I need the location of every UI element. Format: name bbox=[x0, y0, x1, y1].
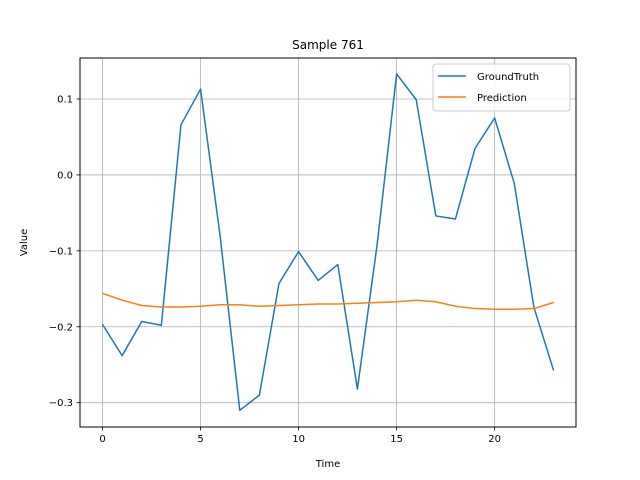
x-tick-label: 20 bbox=[488, 434, 501, 445]
prediction-point bbox=[513, 308, 515, 310]
chart-title: Sample 761 bbox=[292, 38, 364, 52]
y-tick-label: −0.1 bbox=[49, 246, 73, 257]
groundtruth-point bbox=[435, 215, 437, 217]
prediction-point bbox=[396, 301, 398, 303]
prediction-point bbox=[454, 305, 457, 307]
y-axis-label: Value bbox=[19, 229, 30, 256]
groundtruth-point bbox=[239, 409, 241, 411]
y-tick-label: −0.2 bbox=[49, 322, 73, 333]
y-tick-label: 0.1 bbox=[57, 95, 73, 106]
prediction-point bbox=[258, 305, 260, 307]
plot-frame bbox=[79, 57, 577, 428]
prediction-point bbox=[101, 292, 104, 294]
prediction-line bbox=[102, 292, 554, 311]
series-groundtruth bbox=[101, 73, 555, 412]
legend-label-groundtruth: GroundTruth bbox=[477, 72, 539, 83]
y-tick-label: 0.0 bbox=[57, 170, 73, 181]
series-prediction bbox=[101, 292, 555, 311]
prediction-point bbox=[278, 304, 280, 307]
grid-lines bbox=[80, 58, 576, 427]
prediction-point bbox=[533, 307, 535, 310]
prediction-point bbox=[199, 305, 202, 307]
groundtruth-point bbox=[494, 117, 496, 119]
groundtruth-point bbox=[121, 355, 123, 357]
groundtruth-point bbox=[141, 320, 143, 323]
y-tick-label: −0.3 bbox=[49, 398, 73, 409]
prediction-point bbox=[435, 301, 437, 303]
prediction-point bbox=[356, 302, 359, 304]
prediction-point bbox=[415, 299, 417, 301]
groundtruth-point bbox=[297, 251, 300, 253]
groundtruth-point bbox=[337, 263, 339, 266]
prediction-point bbox=[337, 303, 339, 305]
prediction-point bbox=[239, 304, 241, 306]
prediction-point bbox=[494, 308, 496, 310]
x-tick-label: 5 bbox=[197, 434, 203, 445]
groundtruth-point bbox=[258, 394, 260, 396]
groundtruth-point bbox=[160, 324, 162, 326]
y-axis: 0.1 0.0 −0.1 −0.2 −0.3 bbox=[49, 95, 80, 409]
prediction-point bbox=[297, 304, 300, 306]
groundtruth-point bbox=[356, 388, 359, 390]
groundtruth-point bbox=[199, 88, 202, 90]
x-axis-label: Time bbox=[315, 459, 340, 470]
legend-box bbox=[432, 63, 571, 112]
groundtruth-point bbox=[317, 279, 319, 282]
groundtruth-point bbox=[454, 218, 457, 220]
groundtruth-point bbox=[376, 244, 378, 247]
prediction-point bbox=[474, 307, 476, 310]
legend: GroundTruth Prediction bbox=[432, 63, 571, 112]
x-tick-label: 15 bbox=[390, 434, 403, 445]
x-axis: 0 5 10 15 20 bbox=[99, 427, 501, 445]
groundtruth-line bbox=[101, 73, 555, 412]
groundtruth-point bbox=[513, 182, 515, 184]
prediction-point bbox=[141, 304, 143, 307]
groundtruth-point bbox=[552, 369, 555, 371]
series-layer bbox=[101, 73, 555, 412]
prediction-point bbox=[121, 299, 123, 301]
x-tick-label: 10 bbox=[292, 434, 305, 445]
prediction-point bbox=[552, 301, 555, 304]
groundtruth-point bbox=[533, 306, 535, 308]
groundtruth-point bbox=[180, 124, 182, 126]
groundtruth-point bbox=[278, 282, 280, 285]
prediction-point bbox=[180, 306, 182, 308]
groundtruth-point bbox=[396, 73, 398, 75]
prediction-point bbox=[219, 304, 221, 306]
groundtruth-point bbox=[474, 147, 476, 149]
x-tick-label: 0 bbox=[99, 434, 105, 445]
groundtruth-point bbox=[219, 235, 221, 238]
prediction-point bbox=[376, 301, 378, 304]
groundtruth-point bbox=[101, 323, 104, 326]
legend-label-prediction: Prediction bbox=[477, 93, 527, 104]
prediction-point bbox=[317, 303, 319, 305]
groundtruth-point bbox=[415, 99, 417, 101]
prediction-point bbox=[160, 306, 162, 308]
